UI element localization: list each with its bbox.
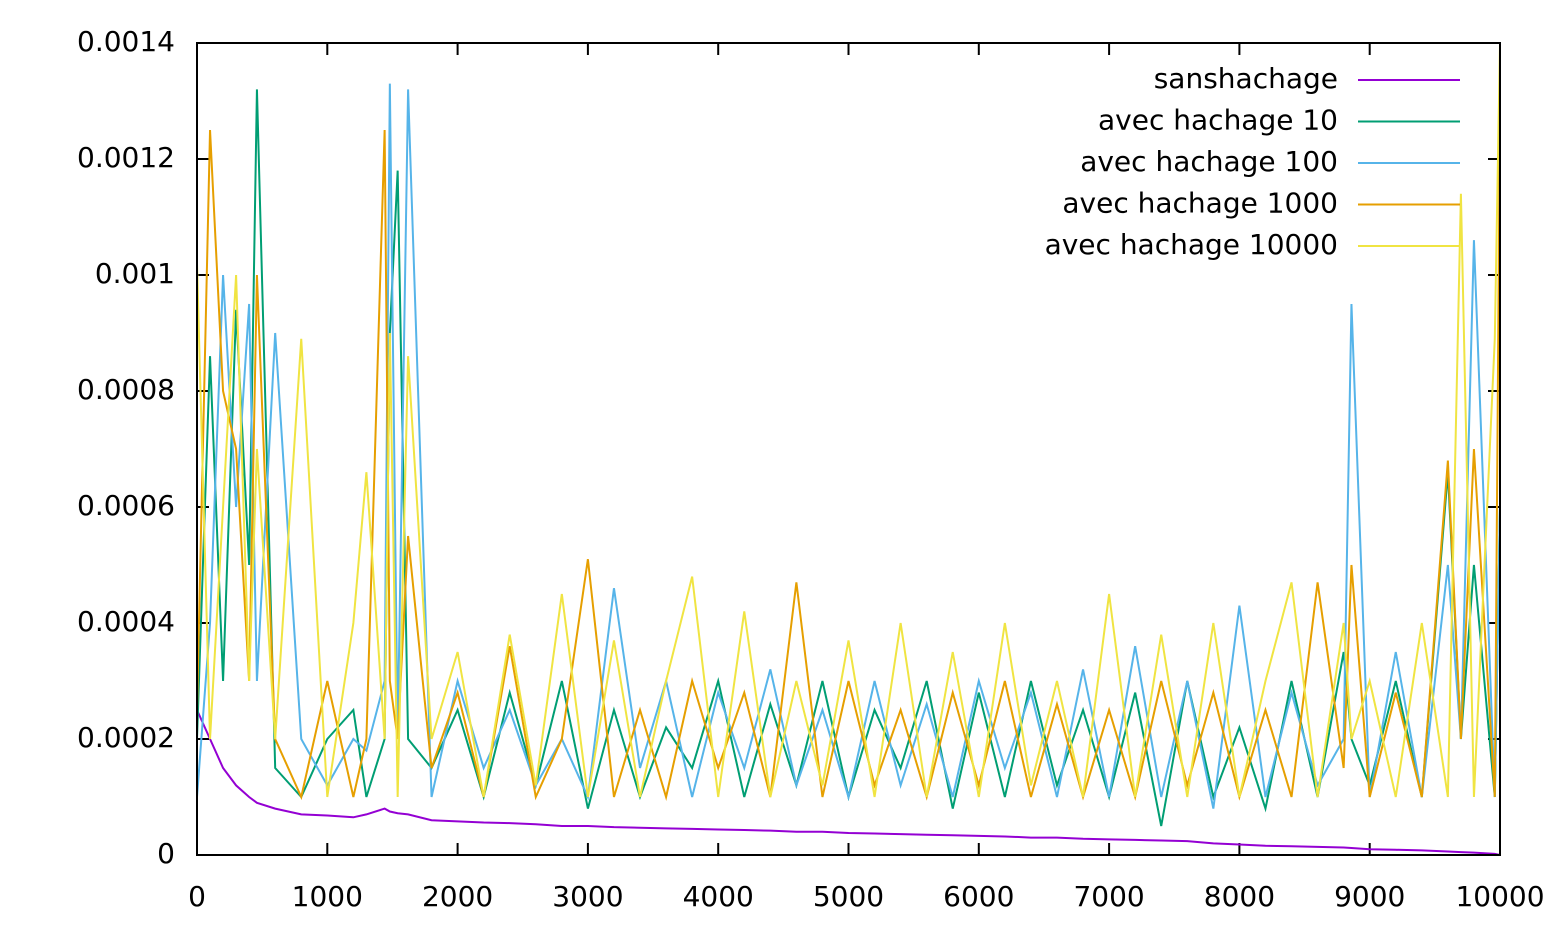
- y-tick-label: 0.0004: [77, 605, 175, 638]
- x-tick-label: 10000: [1455, 880, 1544, 913]
- x-tick-label: 8000: [1204, 880, 1275, 913]
- series-line: [196, 100, 1501, 801]
- y-tick-label: 0: [157, 837, 175, 870]
- x-tick-label: 3000: [552, 880, 623, 913]
- y-tick-label: 0.0014: [77, 25, 175, 58]
- y-tick-label: 0.0006: [77, 489, 175, 522]
- x-tick-label: 9000: [1334, 880, 1405, 913]
- legend-label: sanshachage: [1154, 62, 1338, 95]
- series-line: [196, 42, 1501, 798]
- series-line: [196, 709, 1501, 856]
- plot-border: [196, 42, 1501, 856]
- y-tick-label: 0.001: [95, 257, 175, 290]
- x-tick-label: 5000: [813, 880, 884, 913]
- x-tick-label: 6000: [943, 880, 1014, 913]
- y-tick-label: 0.0002: [77, 721, 175, 754]
- x-tick-label: 0: [188, 880, 206, 913]
- legend-label: avec hachage 100: [1080, 145, 1338, 178]
- x-tick-label: 7000: [1073, 880, 1144, 913]
- legend-label: avec hachage 1000: [1062, 187, 1338, 220]
- legend-label: avec hachage 10000: [1045, 228, 1338, 261]
- y-tick-label: 0.0012: [77, 141, 175, 174]
- x-tick-label: 4000: [683, 880, 754, 913]
- y-tick-label: 0.0008: [77, 373, 175, 406]
- x-tick-label: 2000: [422, 880, 493, 913]
- legend-label: avec hachage 10: [1098, 104, 1338, 137]
- x-tick-label: 1000: [292, 880, 363, 913]
